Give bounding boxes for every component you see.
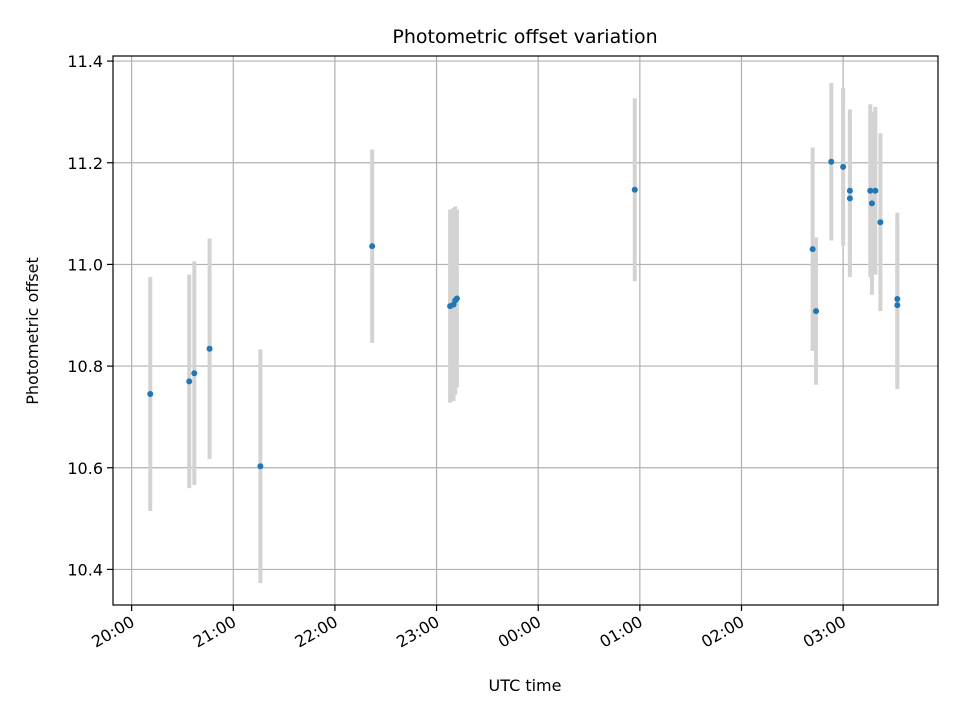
data-point (868, 200, 875, 207)
data-point (828, 158, 835, 165)
data-points (147, 158, 901, 470)
y-tick-label: 11.0 (67, 255, 103, 274)
data-point (894, 295, 901, 302)
data-point (872, 187, 879, 194)
x-axis-label: UTC time (489, 676, 562, 695)
data-point (191, 370, 198, 377)
data-point (186, 378, 193, 385)
data-point (877, 219, 884, 226)
data-point (813, 308, 820, 315)
data-point (453, 295, 460, 302)
y-tick-label: 10.4 (67, 560, 103, 579)
data-point (369, 243, 376, 250)
data-point (257, 463, 264, 470)
y-tick-label: 10.6 (67, 459, 103, 478)
data-point (809, 246, 816, 253)
y-tick-label: 11.4 (67, 52, 103, 71)
chart-title: Photometric offset variation (392, 26, 657, 48)
data-point (867, 187, 874, 194)
data-point (631, 186, 638, 193)
data-point (846, 195, 853, 202)
data-point (147, 391, 154, 398)
data-point (894, 302, 901, 309)
data-point (206, 345, 213, 352)
y-axis-label: Photometric offset (23, 257, 42, 405)
plot-frame (112, 55, 939, 606)
data-point (846, 187, 853, 194)
y-axis-ticks: 10.4 10.6 10.8 11.0 11.2 11.4 (67, 52, 113, 579)
data-point (840, 163, 847, 170)
y-tick-label: 10.8 (67, 357, 103, 376)
y-tick-label: 11.2 (67, 154, 103, 173)
